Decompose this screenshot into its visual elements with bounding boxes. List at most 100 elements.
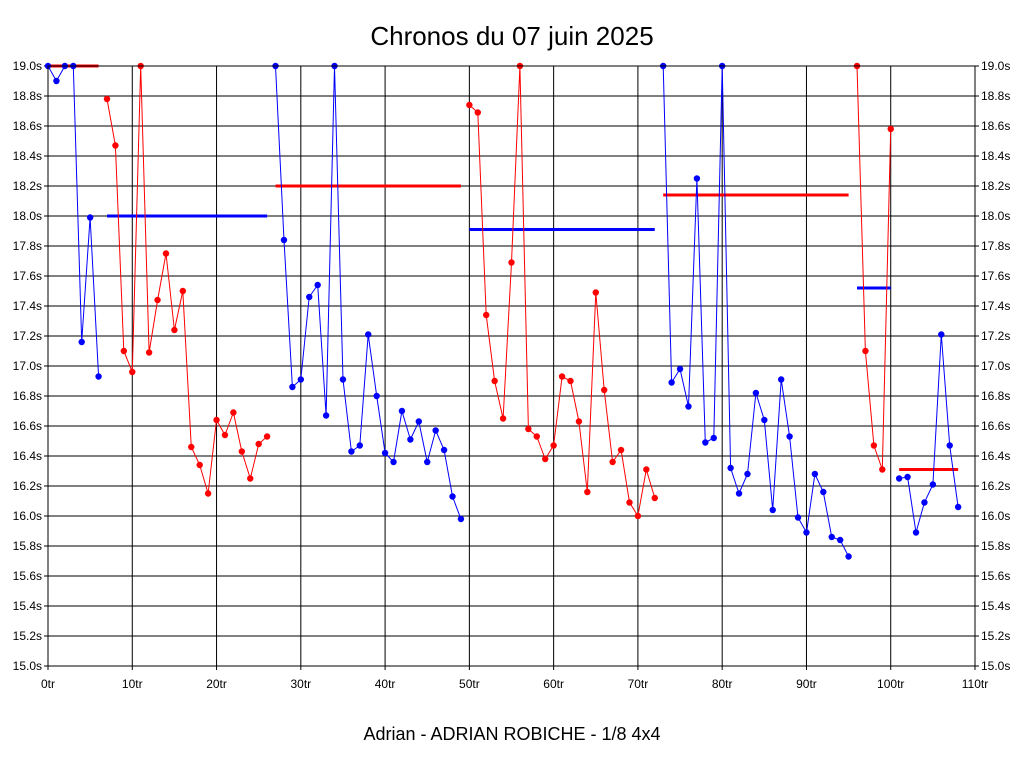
y-tick-label-right: 18.2s <box>981 179 1010 193</box>
chart-subtitle: Adrian - ADRIAN ROBICHE - 1/8 4x4 <box>363 724 660 744</box>
data-point <box>162 250 170 257</box>
data-point <box>879 466 886 473</box>
data-point <box>348 448 355 455</box>
data-point <box>491 377 498 385</box>
data-point <box>466 101 473 109</box>
data-point <box>306 293 313 301</box>
data-point <box>120 347 128 355</box>
x-tick-label: 70tr <box>628 677 649 691</box>
data-point <box>263 433 271 440</box>
y-tick-label-right: 17.2s <box>981 329 1010 343</box>
data-point <box>811 470 819 478</box>
y-tick-label-left: 17.2s <box>13 329 42 343</box>
y-tick-label-right: 17.8s <box>981 239 1010 253</box>
data-point <box>727 464 734 472</box>
y-tick-label-left: 18.4s <box>13 149 42 163</box>
data-point <box>297 376 305 383</box>
data-point <box>929 481 937 488</box>
data-point <box>626 499 633 506</box>
x-tick-label: 40tr <box>375 677 396 691</box>
y-tick-label-right: 17.0s <box>981 359 1010 373</box>
data-point <box>946 442 953 449</box>
data-point <box>525 425 532 433</box>
data-point <box>870 442 878 449</box>
data-point <box>542 455 549 463</box>
data-point <box>415 418 422 425</box>
data-point <box>508 259 515 266</box>
data-point <box>365 331 372 338</box>
data-point <box>921 499 928 506</box>
data-point <box>685 403 692 410</box>
data-point <box>702 439 709 446</box>
data-point <box>862 347 869 355</box>
y-tick-label-right: 16.0s <box>981 509 1010 523</box>
y-tick-label-left: 18.0s <box>13 209 42 223</box>
data-point <box>247 475 254 482</box>
y-tick-label-left: 19.0s <box>13 59 42 73</box>
y-tick-label-right: 15.8s <box>981 539 1010 553</box>
data-point <box>440 446 448 454</box>
data-point <box>693 175 701 182</box>
data-point <box>255 440 262 448</box>
data-point <box>558 373 566 380</box>
y-tick-label-right: 17.6s <box>981 269 1010 283</box>
x-tick-label: 80tr <box>712 677 733 691</box>
series-run-3 <box>272 62 465 523</box>
data-point <box>786 433 793 440</box>
data-point <box>769 506 776 514</box>
data-point <box>954 503 962 511</box>
data-point <box>592 289 599 296</box>
data-point <box>584 488 591 496</box>
data-point <box>373 392 380 400</box>
x-tick-label: 30tr <box>290 677 311 691</box>
plot-frame <box>47 65 976 667</box>
data-point <box>609 458 616 466</box>
series-run-4 <box>466 62 658 520</box>
y-tick-label-right: 16.2s <box>981 479 1010 493</box>
series-run-5 <box>659 62 852 560</box>
y-tick-label-left: 17.6s <box>13 269 42 283</box>
data-point <box>449 493 456 500</box>
data-point <box>601 386 608 394</box>
y-tick-label-right: 18.8s <box>981 89 1010 103</box>
data-point <box>196 461 203 469</box>
series-line <box>106 65 268 494</box>
data-point <box>171 326 178 334</box>
data-point <box>356 442 364 449</box>
x-tick-label: 90tr <box>796 677 817 691</box>
data-point <box>533 433 540 440</box>
y-tick-label-left: 18.2s <box>13 179 42 193</box>
data-point <box>499 415 507 422</box>
data-point <box>483 311 490 319</box>
y-tick-label-left: 18.6s <box>13 119 42 133</box>
y-tick-label-right: 18.6s <box>981 119 1010 133</box>
y-tick-label-left: 16.2s <box>13 479 42 493</box>
data-point <box>238 448 246 455</box>
data-point <box>289 383 296 391</box>
data-point <box>803 529 810 536</box>
data-point <box>213 416 220 424</box>
y-tick-label-left: 17.4s <box>13 299 42 313</box>
series-run-7 <box>895 331 962 536</box>
data-point <box>407 436 414 443</box>
data-point <box>567 377 574 385</box>
x-tick-label: 10tr <box>122 677 143 691</box>
y-tick-label-left: 15.2s <box>13 629 42 643</box>
y-tick-label-right: 15.0s <box>981 659 1010 673</box>
y-tick-label-left: 16.8s <box>13 389 42 403</box>
data-point <box>230 409 237 416</box>
x-tick-label: 50tr <box>459 677 480 691</box>
data-point <box>390 458 397 466</box>
data-point <box>188 443 195 451</box>
x-tick-label: 60tr <box>543 677 564 691</box>
data-point <box>761 416 768 424</box>
y-tick-label-right: 17.4s <box>981 299 1010 313</box>
data-point <box>828 533 835 541</box>
data-point <box>794 514 802 521</box>
data-point <box>381 449 389 457</box>
series-run-6 <box>853 62 894 473</box>
axis-labels: 15.0s 15.0s 15.2s 15.2s 15.4s 15.4s 15.6s 15.6s… <box>13 59 1011 691</box>
data-point <box>575 418 583 425</box>
y-tick-label-right: 15.2s <box>981 629 1010 643</box>
